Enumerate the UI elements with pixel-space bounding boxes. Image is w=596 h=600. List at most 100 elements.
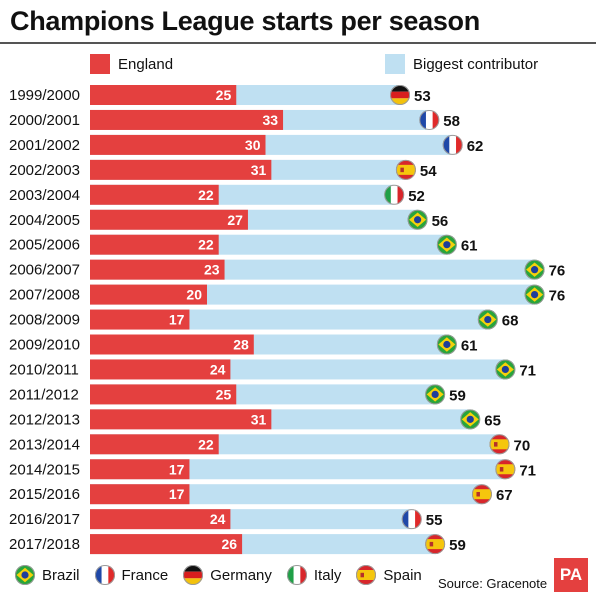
legend-label-germany: Germany: [210, 566, 272, 584]
bar-row: 2011/2012 25 59: [9, 384, 466, 405]
biggest-value-label: 52: [408, 188, 425, 205]
biggest-value-label: 67: [496, 487, 513, 504]
england-bar: [90, 409, 272, 430]
bar-row: 2007/2008 20 76: [9, 284, 566, 305]
brazil-flag-icon: [407, 209, 428, 230]
england-value-label: 22: [198, 237, 214, 253]
season-label: 2008/2009: [9, 312, 80, 329]
biggest-value-label: 59: [449, 387, 466, 404]
england-value-label: 25: [216, 386, 232, 402]
legend-label-spain: Spain: [383, 566, 422, 584]
legend-item-france: France: [94, 564, 169, 586]
england-bar: [90, 159, 272, 180]
brazil-flag-icon: [495, 359, 516, 380]
england-value-label: 31: [251, 411, 267, 427]
bar-row: 2015/2016 17 67: [9, 484, 513, 505]
england-bar: [90, 434, 219, 455]
bar-row: 2009/2010 28 61: [9, 334, 478, 355]
bar-row: 2001/2002 30 62: [9, 134, 483, 155]
biggest-value-label: 53: [414, 88, 431, 105]
biggest-swatch: [385, 54, 405, 74]
england-bar: [90, 284, 207, 305]
legend-item-spain: Spain: [355, 564, 422, 586]
france-flag-icon: [442, 134, 463, 155]
biggest-value-label: 68: [502, 313, 519, 330]
england-bar: [90, 209, 248, 230]
biggest-value-label: 61: [461, 338, 478, 355]
england-value-label: 17: [169, 461, 185, 477]
brazil-flag-icon: [425, 384, 446, 405]
legend-item-brazil: Brazil: [14, 564, 80, 586]
england-bar: [90, 184, 219, 205]
source-note: Source: Gracenote: [438, 576, 548, 591]
england-value-label: 17: [169, 486, 185, 502]
france-flag-icon: [401, 509, 422, 530]
biggest-contributor-bar: [90, 459, 506, 480]
bar-row: 2006/2007 23 76: [9, 259, 566, 280]
england-value-label: 28: [233, 337, 249, 353]
france-flag-icon: [94, 565, 115, 585]
england-bar: [90, 309, 190, 330]
england-bar: [90, 259, 225, 280]
bar-row: 1999/2000 25 53: [9, 85, 431, 105]
england-bar: [90, 334, 254, 355]
spain-flag-icon: [489, 434, 510, 455]
season-label: 2016/2017: [9, 511, 80, 528]
brazil-flag-icon: [524, 259, 545, 280]
bar-row: 2010/2011 24 71: [9, 359, 536, 380]
england-bar: [90, 534, 243, 555]
spain-flag-icon: [471, 484, 492, 505]
biggest-value-label: 71: [519, 362, 536, 379]
season-label: 2000/2001: [9, 112, 80, 129]
england-bar: [90, 234, 219, 255]
legend-biggest-label: Biggest contributor: [413, 55, 539, 73]
bar-row: 2017/2018 26 59: [9, 534, 466, 555]
season-label: 2007/2008: [9, 287, 80, 304]
legend-label-brazil: Brazil: [42, 566, 80, 584]
biggest-value-label: 76: [549, 288, 566, 305]
england-bar: [90, 359, 231, 380]
season-label: 2002/2003: [9, 162, 80, 179]
legend-label-italy: Italy: [313, 566, 342, 584]
legend-england: England: [90, 53, 173, 75]
england-bar: [90, 484, 190, 505]
season-label: 2001/2002: [9, 137, 80, 154]
biggest-value-label: 76: [549, 263, 566, 280]
title-rule: [0, 42, 596, 44]
england-value-label: 30: [245, 137, 261, 153]
brazil-flag-icon: [460, 409, 481, 430]
england-value-label: 17: [169, 312, 185, 328]
season-label: 2017/2018: [9, 536, 80, 553]
season-label: 2009/2010: [9, 337, 80, 354]
season-label: 1999/2000: [9, 87, 80, 104]
pa-logo: PA: [554, 558, 588, 592]
chart-title: Champions League starts per season: [10, 6, 480, 36]
legend-label-france: France: [121, 566, 169, 584]
spain-flag-icon: [356, 565, 377, 585]
biggest-value-label: 55: [426, 512, 443, 529]
spain-flag-icon: [495, 459, 516, 480]
legend-biggest: Biggest contributor: [385, 53, 538, 75]
england-value-label: 23: [204, 262, 220, 278]
brazil-flag-icon: [15, 565, 35, 585]
legend-item-italy: Italy: [286, 564, 342, 586]
brazil-flag-icon: [477, 309, 498, 330]
biggest-value-label: 65: [484, 412, 501, 429]
england-bar: [90, 384, 237, 405]
bar-row: 2012/2013 31 65: [9, 409, 501, 430]
biggest-value-label: 54: [420, 163, 437, 180]
bar-row: 2016/2017 24 55: [9, 509, 443, 530]
bar-row: 2005/2006 22 61: [9, 234, 478, 255]
season-label: 2006/2007: [9, 262, 80, 279]
bar-row: 2014/2015 17 71: [9, 459, 536, 480]
brazil-flag-icon: [524, 284, 545, 305]
england-bar: [90, 85, 237, 105]
brazil-flag-icon: [436, 334, 457, 355]
germany-flag-icon: [183, 565, 204, 585]
england-bar: [90, 109, 284, 130]
england-value-label: 22: [198, 187, 214, 203]
country-legend: Brazil France Germany Italy Spain: [14, 564, 436, 586]
biggest-value-label: 59: [449, 537, 466, 554]
season-label: 2003/2004: [9, 187, 80, 204]
